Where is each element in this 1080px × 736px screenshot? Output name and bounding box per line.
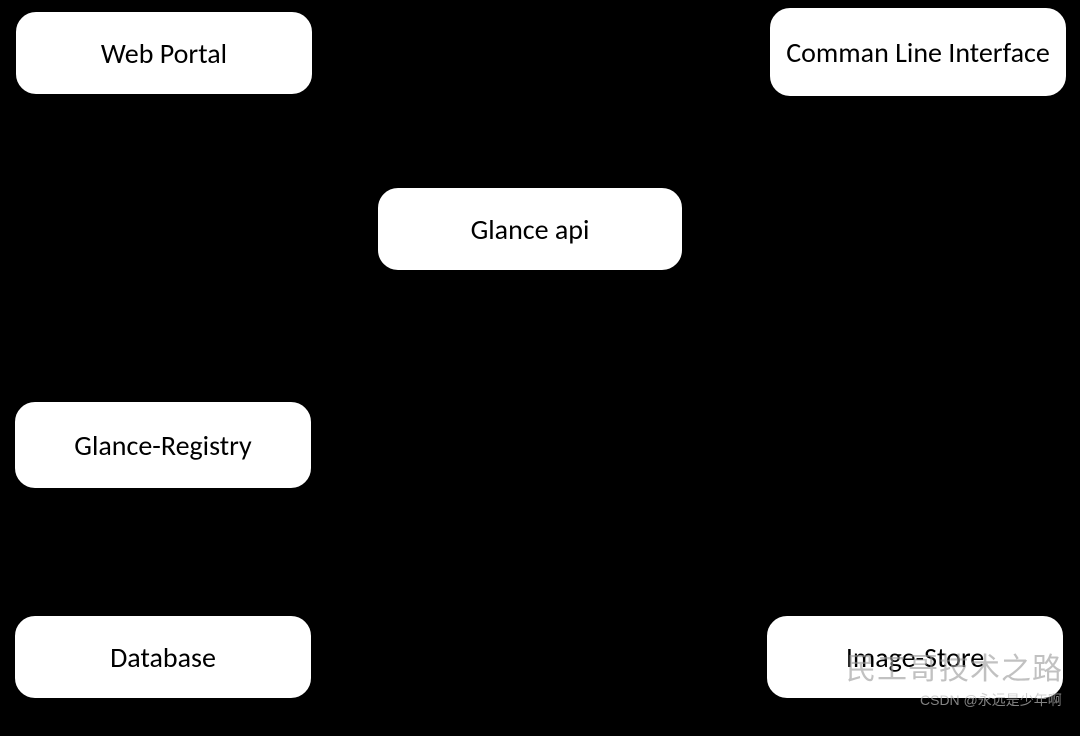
watermark-sub-text: CSDN @永远是少年啊 — [920, 692, 1062, 708]
node-label: Web Portal — [101, 36, 227, 71]
node-glance-registry: Glance-Registry — [13, 400, 313, 490]
node-label: Glance api — [471, 212, 590, 247]
node-web-portal: Web Portal — [14, 10, 314, 96]
watermark-main-text: 民工哥技术之路 — [846, 653, 1063, 686]
watermark-main: 民工哥技术之路 — [846, 644, 1063, 688]
watermark-sub: CSDN @永远是少年啊 — [920, 690, 1062, 710]
node-database: Database — [13, 614, 313, 700]
node-glance-api: Glance api — [376, 186, 684, 272]
node-label: Comman Line Interface — [786, 35, 1050, 70]
node-label: Glance-Registry — [74, 428, 251, 463]
node-cli: Comman Line Interface — [768, 6, 1068, 98]
node-label: Database — [110, 640, 216, 675]
